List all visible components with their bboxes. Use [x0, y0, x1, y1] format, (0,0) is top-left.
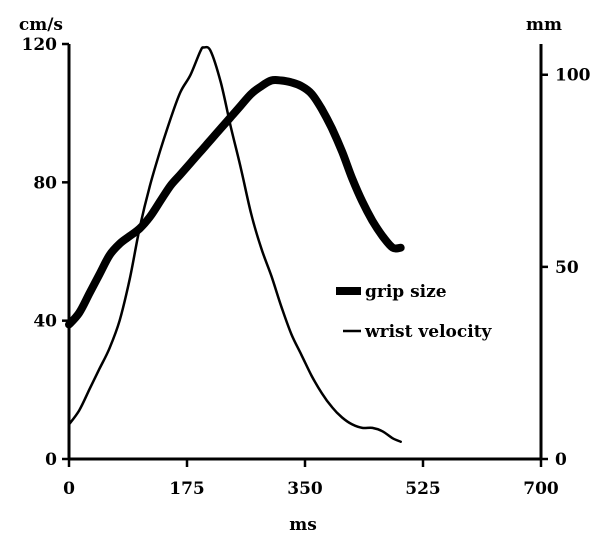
- left-tick-label: 40: [33, 312, 57, 332]
- legend-label-wrist-velocity: wrist velocity: [364, 322, 493, 342]
- left-tick-label: 120: [22, 35, 58, 55]
- x-tick-label: 175: [169, 479, 205, 499]
- legend: grip size wrist velocity: [336, 282, 493, 342]
- series-line-wrist-velocity: [67, 45, 402, 443]
- x-tick-label: 700: [523, 479, 559, 499]
- left-tick-label: 80: [33, 173, 57, 193]
- left-axis-ticks: 0 40 80 120: [22, 35, 69, 470]
- right-tick-label: 50: [555, 258, 579, 278]
- x-tick-label: 0: [63, 479, 75, 499]
- right-tick-label: 100: [555, 66, 591, 86]
- x-tick-label: 525: [405, 479, 441, 499]
- right-axis-ticks: 0 50 100: [541, 66, 591, 470]
- left-tick-label: 0: [45, 450, 57, 470]
- legend-label-grip-size: grip size: [365, 282, 447, 302]
- right-tick-label: 0: [555, 450, 567, 470]
- x-axis-ticks: 0 175 350 525 700: [63, 459, 559, 499]
- right-axis-unit: mm: [526, 15, 562, 35]
- series-line-grip-size: [65, 75, 405, 329]
- series-lines: [65, 45, 405, 443]
- x-tick-label: 350: [287, 479, 323, 499]
- x-axis-title: ms: [289, 515, 317, 535]
- left-axis-unit: cm/s: [19, 15, 63, 35]
